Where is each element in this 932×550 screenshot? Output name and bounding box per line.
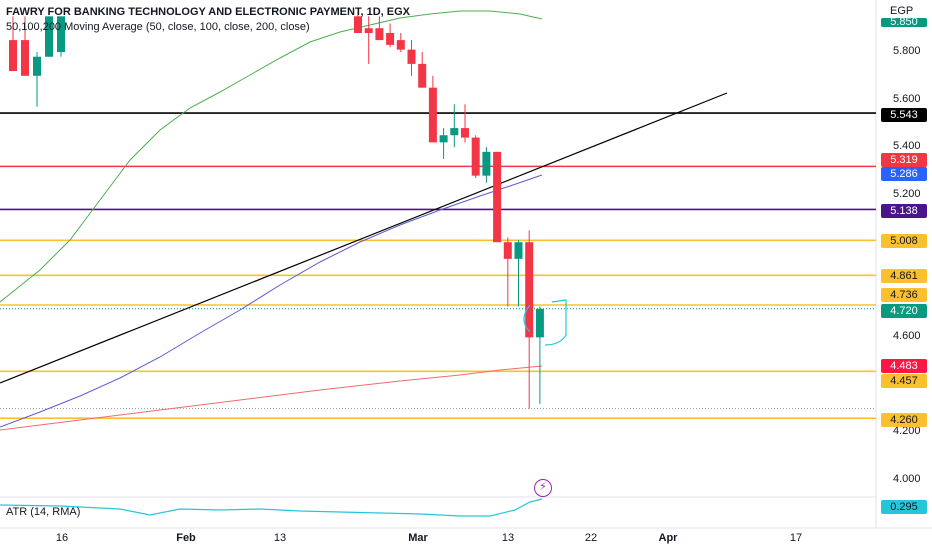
candle bbox=[9, 40, 17, 72]
price-level-tag[interactable]: 4.736 bbox=[881, 288, 927, 302]
time-axis-tick: 22 bbox=[584, 532, 598, 544]
candle bbox=[418, 63, 427, 88]
time-axis-tick: 13 bbox=[273, 532, 287, 544]
candle bbox=[535, 308, 544, 338]
price-level-tag[interactable]: 4.861 bbox=[881, 269, 927, 283]
candle bbox=[21, 40, 29, 76]
atr-line bbox=[0, 498, 543, 517]
price-level-tag[interactable]: 5.008 bbox=[881, 234, 927, 248]
ma100-line bbox=[0, 174, 543, 428]
price-level-tag[interactable]: 4.483 bbox=[881, 359, 927, 373]
candle bbox=[482, 151, 491, 176]
price-axis-tick: 5.800 bbox=[893, 45, 921, 57]
candle bbox=[33, 56, 41, 76]
candle bbox=[354, 16, 362, 33]
price-axis-tick: 4.200 bbox=[893, 425, 921, 438]
time-axis-tick: Mar bbox=[408, 532, 428, 544]
candle bbox=[471, 137, 480, 176]
ma200-line bbox=[0, 365, 543, 431]
time-axis-tick: Apr bbox=[658, 532, 678, 544]
candle bbox=[407, 49, 416, 64]
candle bbox=[503, 242, 512, 259]
candle bbox=[386, 32, 395, 45]
candle bbox=[461, 128, 469, 138]
price-level-tag[interactable]: 5.138 bbox=[881, 204, 927, 218]
price-level-tag[interactable]: 4.457 bbox=[881, 374, 927, 388]
price-level-tag[interactable]: 5.319 bbox=[881, 153, 927, 167]
atr-legend[interactable]: ATR (14, RMA) bbox=[6, 506, 81, 518]
ma50-line bbox=[0, 10, 543, 303]
time-axis-tick: 17 bbox=[789, 532, 803, 544]
price-axis-tick: 4.600 bbox=[893, 330, 921, 343]
price-axis-tick: 5.600 bbox=[893, 92, 921, 105]
time-axis-tick: 16 bbox=[55, 532, 69, 544]
price-axis-tick: 5.400 bbox=[893, 140, 921, 153]
price-level-tag[interactable]: 5.543 bbox=[881, 108, 927, 122]
annotation-bracket bbox=[523, 299, 567, 346]
candle bbox=[45, 16, 53, 57]
candle bbox=[428, 87, 437, 143]
flash-alert-icon[interactable]: ⚡ bbox=[534, 479, 552, 497]
moving-average-legend[interactable]: 50,100,200 Moving Average (50, close, 10… bbox=[6, 21, 310, 33]
price-axis-tick: 4.000 bbox=[893, 473, 921, 485]
candle bbox=[450, 128, 459, 136]
currency-label: EGP bbox=[890, 5, 914, 17]
candle bbox=[375, 28, 384, 41]
candle bbox=[364, 28, 373, 33]
price-axis-tick: 5.200 bbox=[893, 187, 921, 200]
candle bbox=[525, 242, 534, 338]
candle bbox=[57, 16, 65, 52]
price-level-tag[interactable]: 5.286 bbox=[881, 167, 927, 181]
candle bbox=[493, 151, 502, 243]
top-price-tag: 5.850 bbox=[881, 18, 927, 27]
candle bbox=[396, 40, 405, 50]
time-axis-tick: Feb bbox=[176, 532, 196, 544]
trend-line bbox=[0, 92, 728, 384]
time-axis-tick: 13 bbox=[501, 532, 515, 544]
candle bbox=[514, 242, 523, 259]
candle bbox=[439, 135, 448, 143]
atr-value-tag: 0.295 bbox=[881, 500, 927, 514]
chart-title: FAWRY FOR BANKING TECHNOLOGY AND ELECTRO… bbox=[6, 6, 410, 18]
price-level-tag[interactable]: 4.720 bbox=[881, 304, 927, 318]
price-level-tag[interactable]: 4.260 bbox=[881, 413, 927, 427]
